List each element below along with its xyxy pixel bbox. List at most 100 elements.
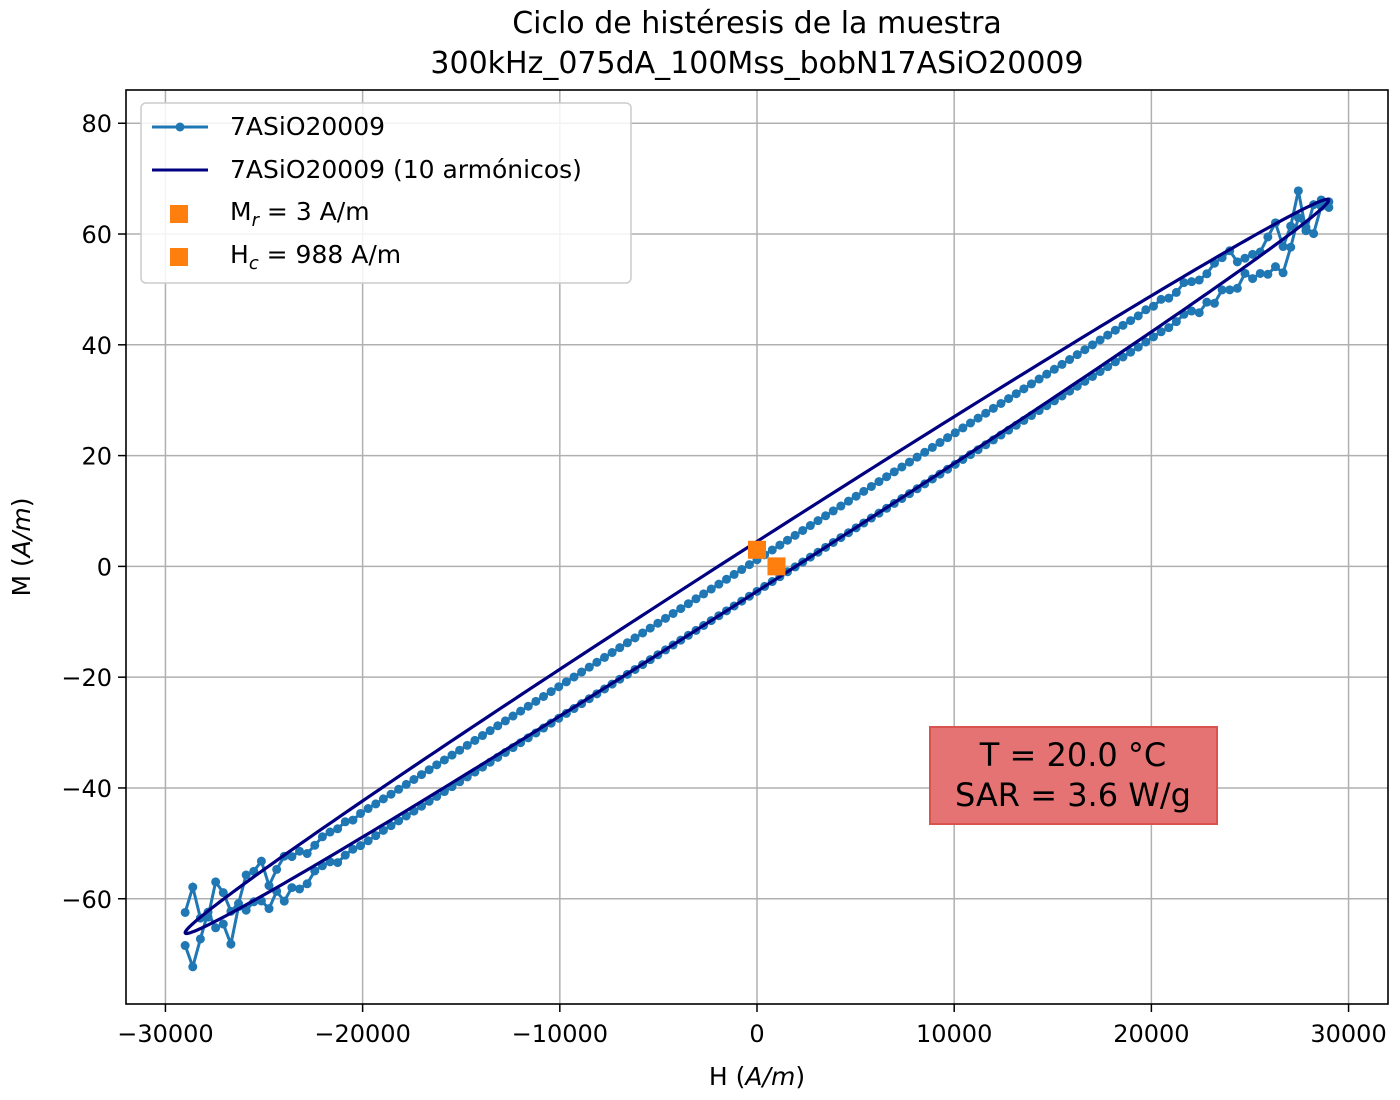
series-measured-point xyxy=(1187,306,1197,316)
series-measured-point xyxy=(1164,323,1174,333)
series-measured-point xyxy=(615,643,625,653)
legend: 7ASiO20009 7ASiO20009 (10 armónicos) Mr … xyxy=(140,102,632,284)
series-measured-point xyxy=(371,799,381,809)
series-measured-point xyxy=(737,565,747,575)
series-measured-point xyxy=(1141,305,1151,315)
series-measured-point xyxy=(264,904,274,914)
series-measured-point xyxy=(348,844,358,854)
y-tick-label: 40 xyxy=(81,332,112,360)
series-measured-point xyxy=(295,846,305,856)
series-measured-point xyxy=(386,821,396,831)
chart-title-line-1: Ciclo de histéresis de la muestra xyxy=(512,6,1002,41)
series-measured-point xyxy=(1179,278,1189,288)
series-measured-point xyxy=(1171,287,1181,297)
series-measured-point xyxy=(378,794,388,804)
series-measured-point xyxy=(394,784,404,794)
series-measured-point xyxy=(325,827,335,837)
series-measured-point xyxy=(356,808,366,818)
series-measured-point xyxy=(1240,253,1250,263)
series-measured-point xyxy=(241,870,251,880)
legend-marker-mr xyxy=(170,205,188,223)
series-measured-point xyxy=(1042,369,1052,379)
legend-marker-hc xyxy=(170,248,188,266)
series-measured-point xyxy=(1110,325,1120,335)
series-measured-point xyxy=(295,884,305,894)
series-measured-point xyxy=(516,706,526,716)
series-measured-point xyxy=(264,881,274,891)
series-measured-point xyxy=(195,934,205,944)
series-measured-point xyxy=(333,858,343,868)
series-measured-point xyxy=(706,584,716,594)
series-measured-point xyxy=(218,888,228,898)
legend-label-mr: Mr = 3 A/m xyxy=(230,197,370,231)
series-measured-point xyxy=(1248,274,1258,284)
series-measured-point xyxy=(1118,320,1128,330)
series-measured-point xyxy=(607,648,617,658)
series-measured-point xyxy=(241,905,251,915)
x-tick-label: −30000 xyxy=(117,1020,213,1048)
series-measured-point xyxy=(1194,308,1204,318)
series-measured-point xyxy=(363,836,373,846)
series-measured-point xyxy=(1240,268,1250,278)
series-measured-point xyxy=(203,912,213,922)
y-tick-label: 20 xyxy=(81,443,112,471)
series-measured-point xyxy=(1286,221,1296,231)
series-measured-point xyxy=(1148,332,1158,342)
series-measured-point xyxy=(843,496,853,506)
series-measured-point xyxy=(432,760,442,770)
series-layer xyxy=(180,186,1334,972)
series-measured-point xyxy=(714,579,724,589)
annotation-box: T = 20.0 °C SAR = 3.6 W/g xyxy=(929,726,1218,825)
series-measured-point xyxy=(1270,262,1280,272)
series-measured-point xyxy=(211,923,221,933)
series-measured-point xyxy=(302,879,312,889)
chart-title-line-2: 300kHz_075dA_100Mss_bobN17ASiO20009 xyxy=(430,46,1083,81)
x-tick-label: 0 xyxy=(749,1020,764,1048)
series-measured-point xyxy=(1232,283,1242,293)
series-measured-point xyxy=(1156,294,1166,304)
series-measured-point xyxy=(958,423,968,433)
x-axis-ticks: −30000 −20000 −10000 0 10000 20000 30000 xyxy=(117,1004,1387,1048)
series-measured-point xyxy=(1187,277,1197,287)
series-measured-point xyxy=(500,716,510,726)
series-measured-point xyxy=(653,618,663,628)
series-measured-point xyxy=(455,745,465,755)
series-measured-point xyxy=(1286,242,1296,252)
series-measured-point xyxy=(287,883,297,893)
series-measured-point xyxy=(1225,285,1235,295)
series-measured-point xyxy=(1309,229,1319,239)
series-measured-point xyxy=(180,907,190,917)
series-measured-point xyxy=(386,789,396,799)
series-measured-point xyxy=(287,852,297,862)
series-measured-point xyxy=(1171,317,1181,327)
series-measured-point xyxy=(920,447,930,457)
series-measured-point xyxy=(1217,285,1227,295)
series-measured-point xyxy=(333,824,343,834)
series-measured-point xyxy=(577,667,587,677)
series-measured-point xyxy=(645,623,655,633)
series-measured-point xyxy=(874,477,884,487)
series-measured-point xyxy=(1087,340,1097,350)
series-measured-point xyxy=(729,569,739,579)
annotation-sar: SAR = 3.6 W/g xyxy=(955,776,1191,814)
legend-label-hc: Hc = 988 A/m xyxy=(230,240,401,274)
series-measured-point xyxy=(180,941,190,951)
series-measured-point xyxy=(1156,327,1166,337)
series-measured-point xyxy=(1293,213,1303,223)
x-tick-label: 30000 xyxy=(1310,1020,1386,1048)
series-measured-point xyxy=(790,530,800,540)
series-measured-point xyxy=(356,841,366,851)
series-measured-point xyxy=(813,516,823,526)
series-measured-point xyxy=(950,428,960,438)
series-measured-point xyxy=(272,864,282,874)
series-measured-point xyxy=(859,486,869,496)
series-measured-point xyxy=(1133,342,1143,352)
series-measured-point xyxy=(1118,352,1128,362)
series-measured-point xyxy=(447,750,457,760)
series-measured-point xyxy=(317,832,327,842)
series-measured-point xyxy=(554,682,564,692)
series-measured-point xyxy=(1202,269,1212,279)
series-measured-point xyxy=(1148,301,1158,311)
series-measured-point xyxy=(1049,364,1059,374)
series-measured-point xyxy=(531,696,541,706)
